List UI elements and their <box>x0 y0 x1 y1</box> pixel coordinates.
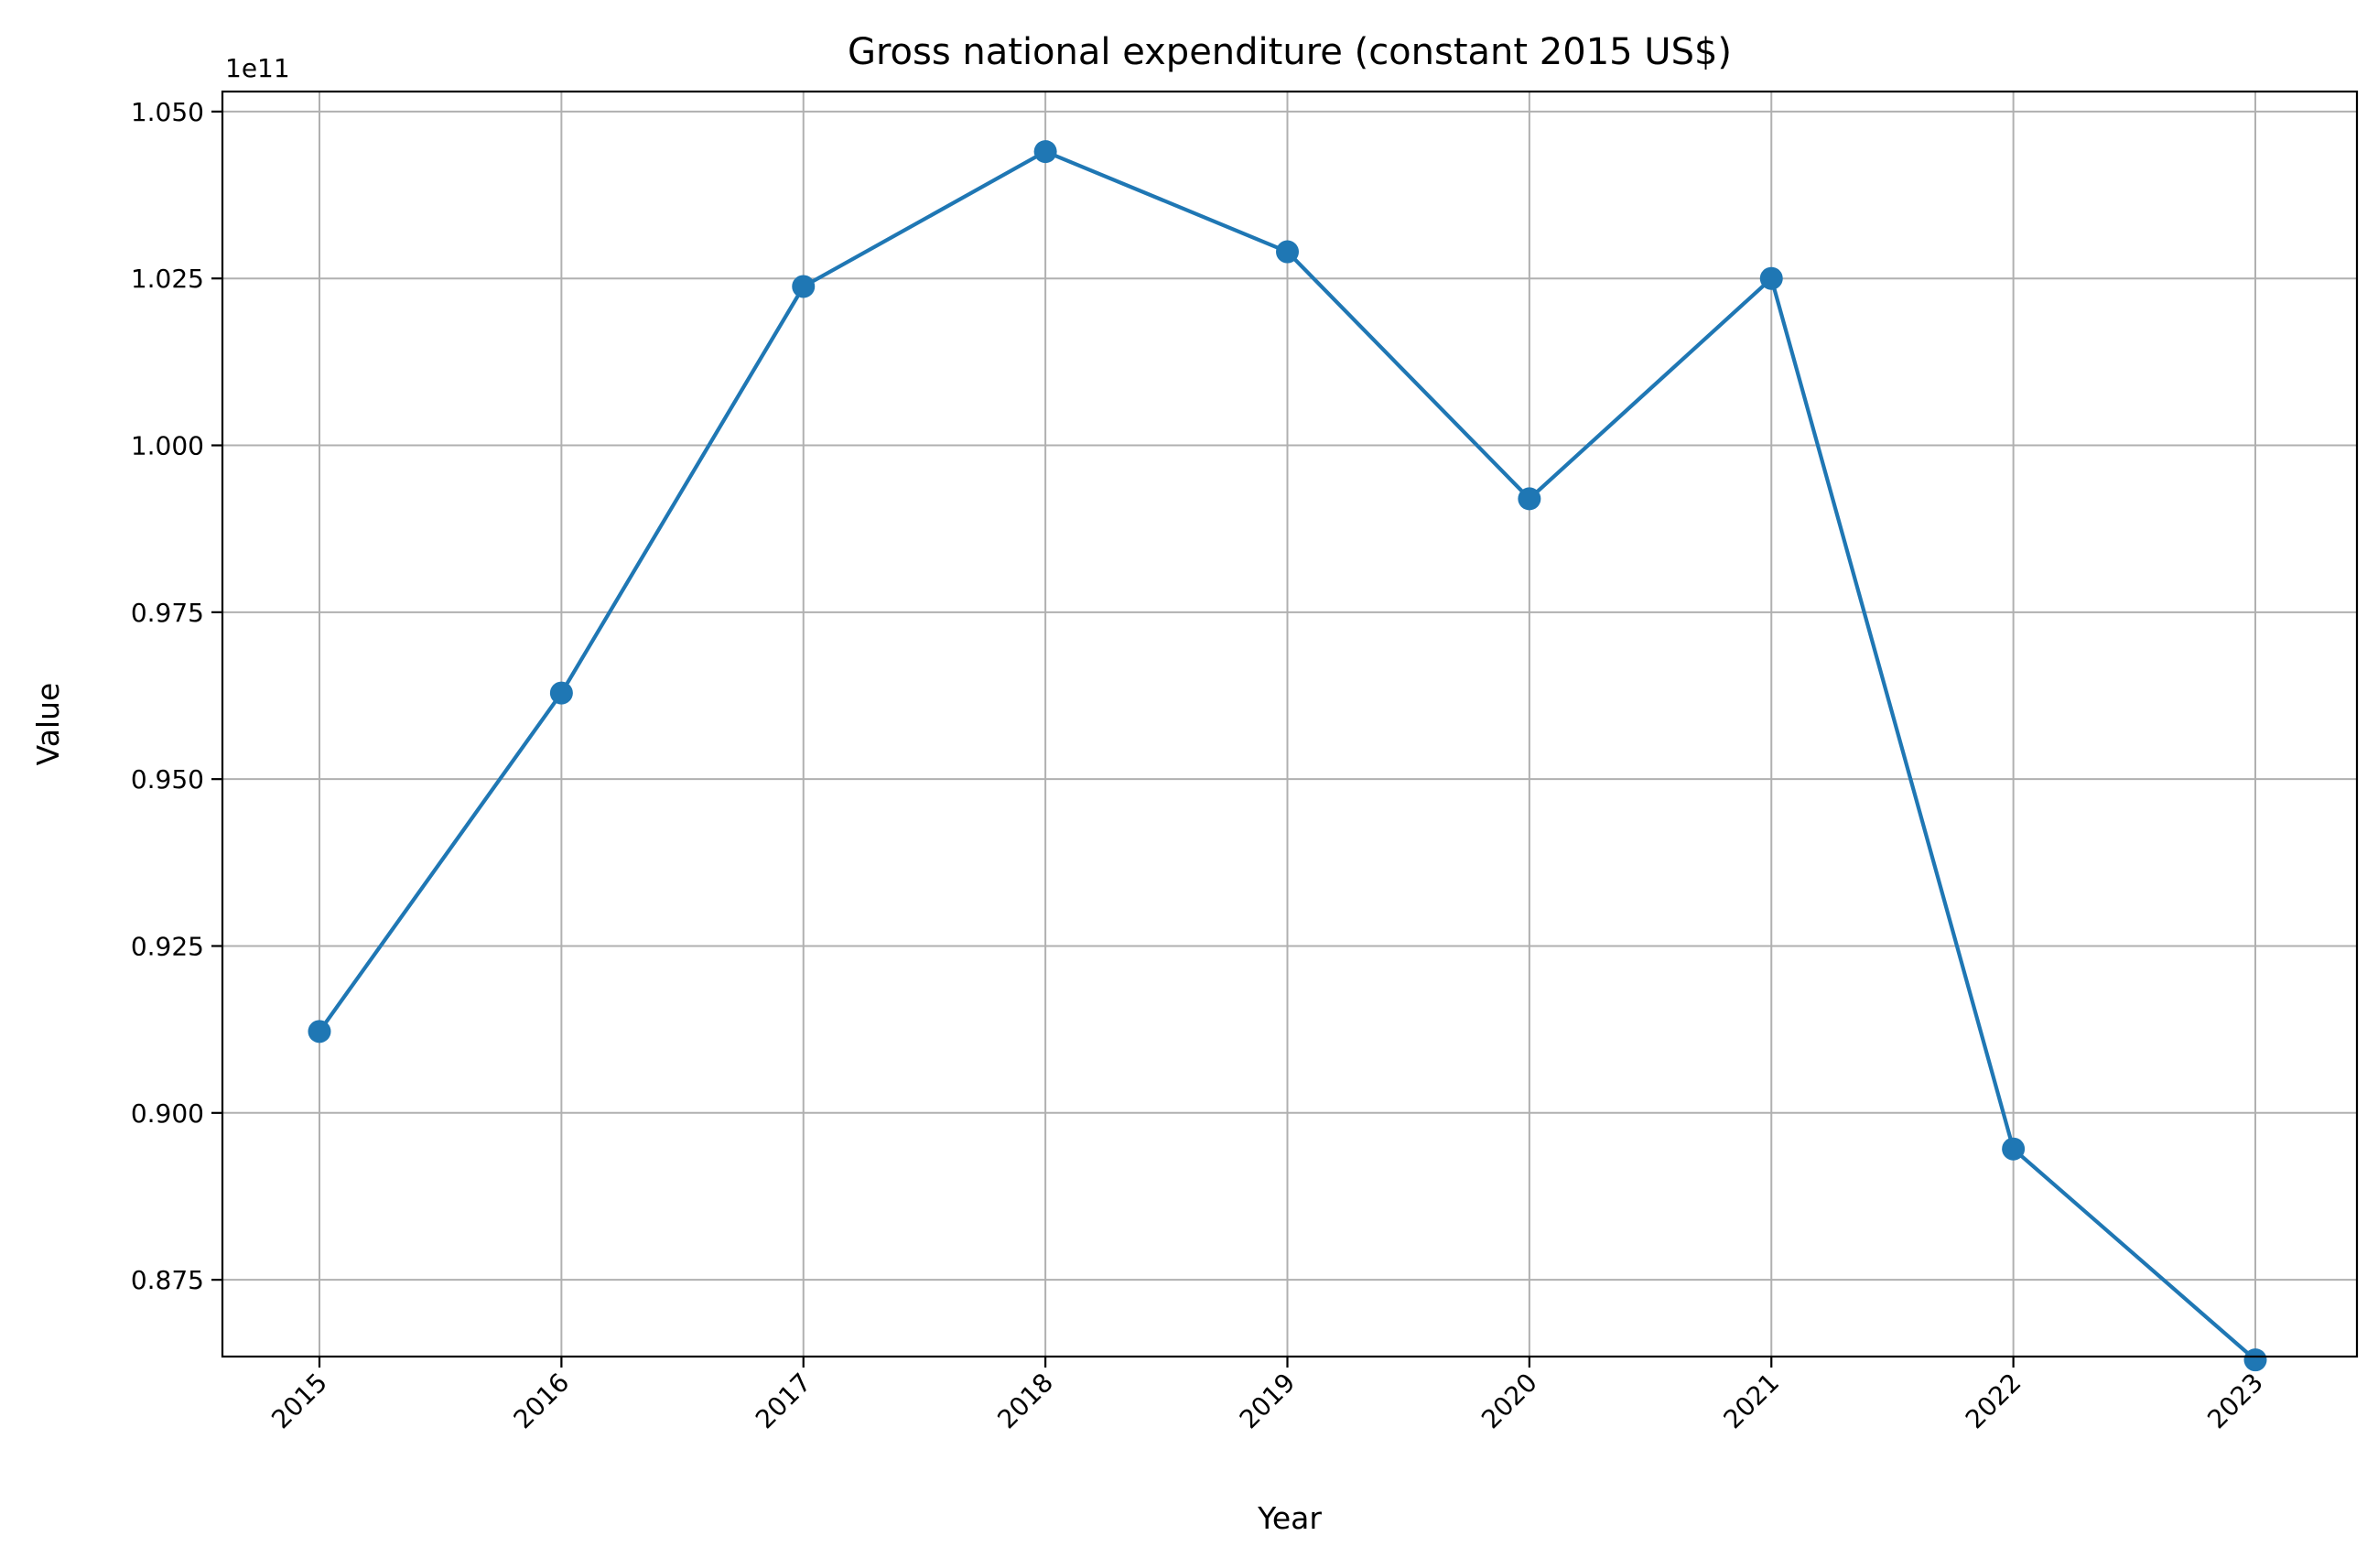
x-tick-label: 2022 <box>1960 1368 2027 1435</box>
grid-lines <box>222 92 2357 1357</box>
x-axis: 2015 2016 2017 2018 2019 2020 2021 2022 2023 <box>265 1357 2269 1434</box>
x-tick-label: 2017 <box>750 1368 817 1435</box>
y-offset-label: 1e11 <box>225 53 290 83</box>
y-tick-label: 0.900 <box>131 1098 204 1129</box>
x-tick-label: 2020 <box>1475 1368 1543 1435</box>
y-axis: 0.875 0.900 0.925 0.950 0.975 1.000 1.025 1.050 <box>131 97 222 1295</box>
data-point <box>308 1020 331 1044</box>
y-tick-label: 0.975 <box>131 598 204 628</box>
data-point <box>1276 240 1299 264</box>
data-point <box>2243 1348 2267 1372</box>
x-tick-label: 2018 <box>991 1368 1059 1435</box>
x-tick-label: 2023 <box>2201 1368 2269 1435</box>
x-tick-label: 2016 <box>508 1368 576 1435</box>
data-point <box>1518 487 1541 511</box>
x-tick-label: 2019 <box>1234 1368 1302 1435</box>
series-markers <box>308 140 2267 1372</box>
y-tick-label: 0.950 <box>131 764 204 795</box>
y-axis-label: Value <box>30 683 66 766</box>
x-axis-label: Year <box>1257 1500 1322 1536</box>
y-tick-label: 1.050 <box>131 97 204 127</box>
y-tick-label: 0.875 <box>131 1265 204 1295</box>
data-point <box>1759 266 1783 290</box>
chart-title: Gross national expenditure (constant 201… <box>848 31 1732 73</box>
data-point <box>2002 1137 2026 1161</box>
plot-frame <box>221 90 2359 1358</box>
data-point <box>549 681 573 705</box>
data-point <box>1033 140 1057 164</box>
y-tick-label: 1.025 <box>131 264 204 294</box>
x-tick-label: 2021 <box>1717 1368 1785 1435</box>
y-tick-label: 1.000 <box>131 431 204 461</box>
y-tick-label: 0.925 <box>131 931 204 961</box>
x-tick-label: 2015 <box>265 1368 333 1435</box>
data-point <box>792 275 816 298</box>
